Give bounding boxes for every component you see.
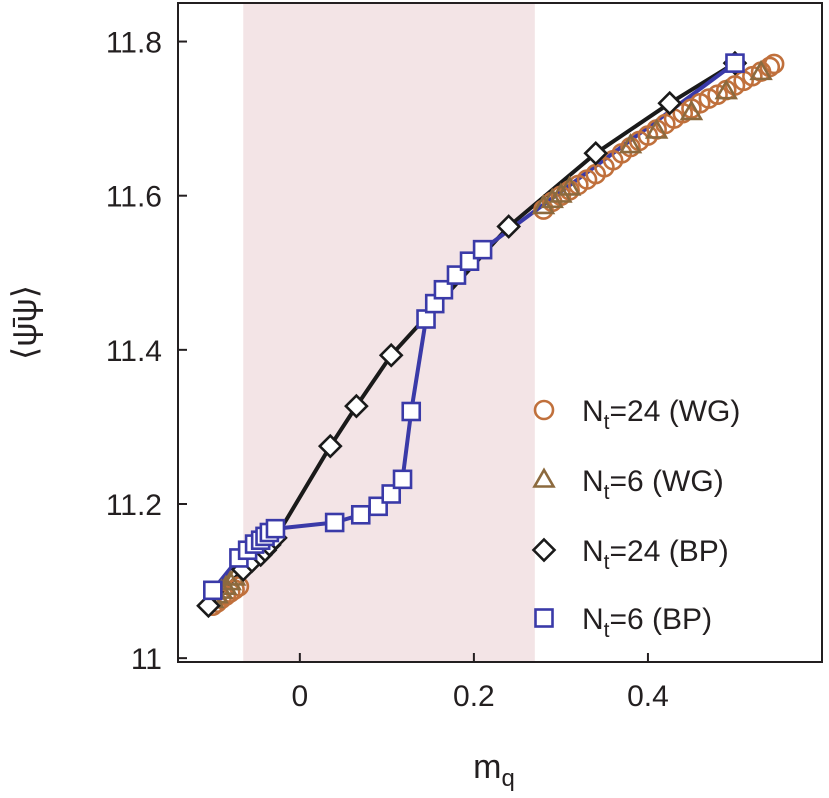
legend-marker (531, 537, 557, 563)
series-1-point (644, 118, 669, 139)
shaded-region (243, 3, 535, 662)
legend-label: Nt=24 (BP) (582, 535, 729, 574)
series-1-point (714, 79, 739, 100)
series-2-point (344, 393, 369, 419)
series-1-point (540, 187, 564, 209)
legend-label: Nt=6 (WG) (582, 465, 724, 504)
markers-layer (196, 50, 785, 619)
series-3-point (401, 401, 422, 422)
plot-frame (177, 2, 823, 663)
series-2-point (657, 90, 683, 116)
series-3-point (203, 580, 223, 601)
series-1-point (218, 570, 242, 591)
y-tick-label: 11 (131, 643, 162, 676)
series-1-point (531, 193, 556, 215)
x-tick-label: 0.2 (453, 680, 495, 713)
legend: Nt=24 (WG) Nt=6 (WG) Nt=24 (BP) Nt=6 (BP) (531, 395, 740, 642)
series-3-point (433, 279, 454, 300)
series-3-point (381, 484, 402, 504)
series-3-point (725, 53, 745, 73)
series-3-point (324, 512, 345, 533)
legend-marker (534, 608, 554, 628)
legend-label: Nt=24 (WG) (582, 395, 740, 434)
series-1-point (618, 132, 643, 154)
axes-layer: 0 0.2 0.4 11 11.2 11.4 11.6 11.8 mq ⟨ψ̄ψ⟩ (6, 2, 823, 792)
series-1-point (557, 175, 582, 196)
series-1-point (549, 182, 573, 203)
series-3-point (472, 239, 493, 260)
y-tick-label: 11.2 (106, 489, 162, 522)
series-1-point (749, 59, 773, 81)
series-2-point (378, 342, 404, 368)
y-tick-label: 11.4 (106, 335, 162, 368)
legend-entry: Nt=24 (BP) (531, 535, 729, 574)
legend-label: Nt=6 (BP) (582, 603, 712, 642)
x-tick-label: 0.4 (627, 680, 669, 713)
series-2-point (496, 214, 522, 239)
legend-entry: Nt=6 (BP) (534, 603, 712, 642)
y-axis-title: ⟨ψ̄ψ⟩ (6, 285, 44, 360)
legend-entry: Nt=6 (WG) (532, 465, 724, 504)
series-2-point (583, 140, 609, 166)
series-0-point (763, 53, 785, 75)
y-tick-label: 11.8 (106, 27, 162, 60)
series-2-point (196, 593, 221, 619)
series-2-point (317, 433, 343, 459)
series-3-point (350, 504, 371, 525)
legend-entry: Nt=24 (WG) (533, 395, 740, 434)
legend-marker (532, 467, 556, 488)
x-axis-title: mq (473, 748, 515, 792)
legend-marker (533, 399, 555, 421)
series-3-point (265, 518, 286, 539)
x-tick-label: 0 (291, 680, 308, 713)
series-1-point (679, 99, 704, 121)
y-tick-label: 11.6 (106, 181, 162, 214)
series-3-point (392, 469, 413, 490)
shaded-region-layer (243, 3, 535, 662)
